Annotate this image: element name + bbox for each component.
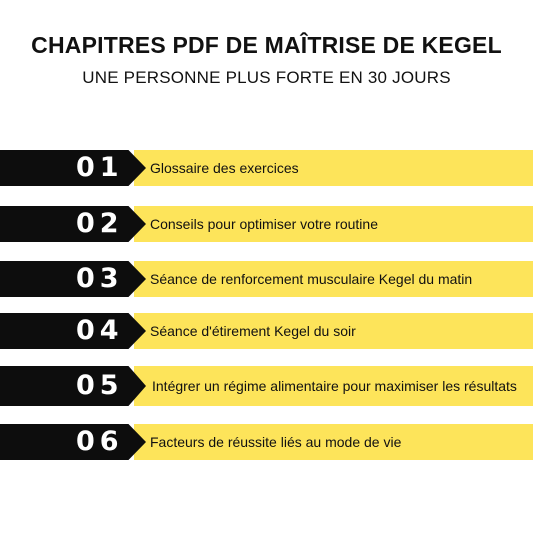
chapter-number-block <box>0 150 146 186</box>
chapter-label: Séance de renforcement musculaire Kegel … <box>150 271 473 287</box>
chapter-label: Facteurs de réussite liés au mode de vie <box>150 434 402 450</box>
chapter-number-block <box>0 206 146 242</box>
chapter-item-02: 02 Conseils pour optimiser votre routine <box>0 206 533 242</box>
chapter-number: 04 <box>76 315 124 346</box>
chapter-bar <box>134 206 533 242</box>
page-title: CHAPITRES PDF DE MAÎTRISE DE KEGEL <box>31 32 502 58</box>
chapter-number-block <box>0 424 146 460</box>
chapter-bar <box>134 150 533 186</box>
chapter-item-05: 05 Intégrer un régime alimentaire pour m… <box>0 366 533 406</box>
chapter-number-block <box>0 261 146 297</box>
chapter-item-01: 01 Glossaire des exercices <box>0 150 533 186</box>
chapter-number: 06 <box>76 426 124 457</box>
chapter-item-03: 03 Séance de renforcement musculaire Keg… <box>0 261 533 297</box>
chapter-number: 02 <box>76 208 124 239</box>
chapter-bar <box>134 313 533 349</box>
chapter-item-06: 06 Facteurs de réussite liés au mode de … <box>0 424 533 460</box>
chapter-bar <box>134 366 533 406</box>
chapter-label: Glossaire des exercices <box>150 160 299 176</box>
chapter-label: Conseils pour optimiser votre routine <box>150 216 378 232</box>
chapter-number: 03 <box>76 263 124 294</box>
chapter-number-block <box>0 366 146 406</box>
chapter-bar <box>134 424 533 460</box>
chapter-label: Intégrer un régime alimentaire pour maxi… <box>152 378 517 394</box>
chapter-number: 01 <box>76 152 124 183</box>
chapter-bar <box>134 261 533 297</box>
chapter-label: Séance d'étirement Kegel du soir <box>150 323 356 339</box>
page-subtitle: UNE PERSONNE PLUS FORTE EN 30 JOURS <box>82 68 451 87</box>
chapter-item-04: 04 Séance d'étirement Kegel du soir <box>0 313 533 349</box>
chapter-number: 05 <box>76 370 124 401</box>
chapter-number-block <box>0 313 146 349</box>
